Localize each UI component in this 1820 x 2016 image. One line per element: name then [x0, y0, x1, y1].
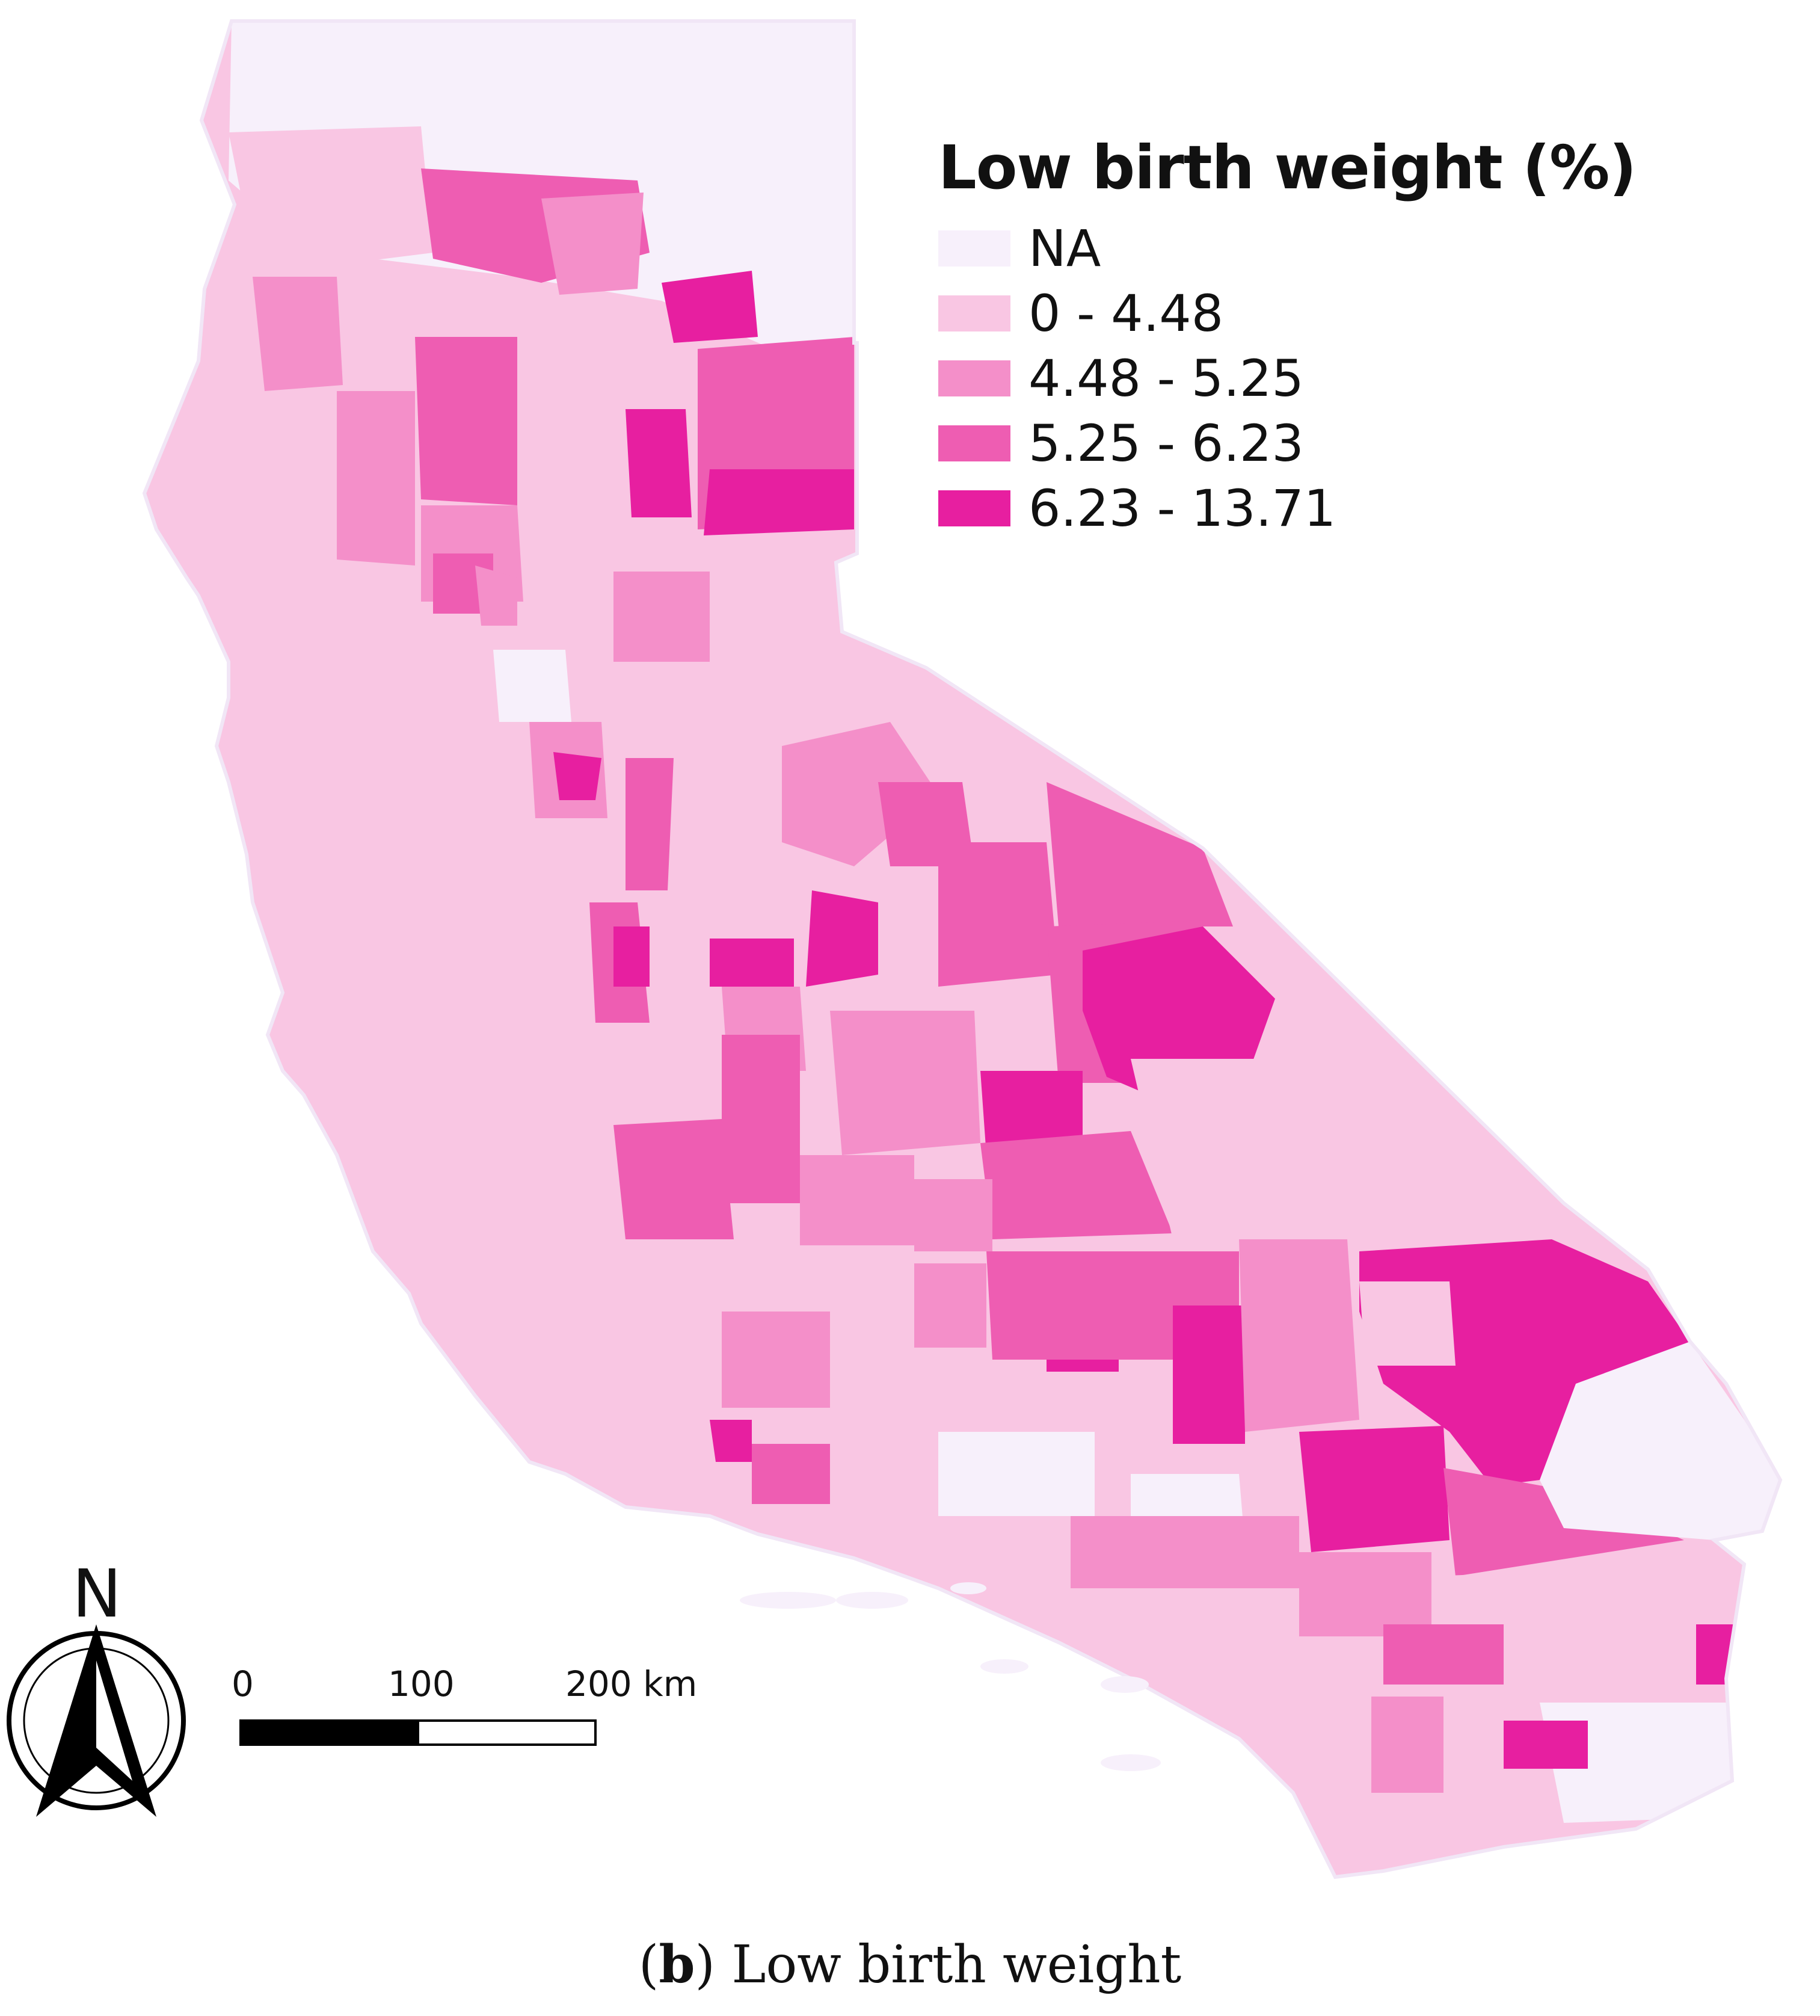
legend-item-class-4: 6.23 - 13.71	[938, 476, 1636, 541]
legend-swatch	[938, 360, 1010, 396]
legend-label: 5.25 - 6.23	[1028, 414, 1304, 473]
scale-label-0: 0	[232, 1663, 254, 1704]
caption-text: Low birth weight	[715, 1935, 1182, 1995]
scale-bar	[239, 1719, 597, 1746]
legend-swatch	[938, 425, 1010, 461]
legend-swatch	[938, 295, 1010, 331]
caption-panel-letter: b	[659, 1934, 695, 1995]
legend-swatch	[938, 490, 1010, 526]
caption-open-paren: (	[638, 1935, 659, 1995]
legend-label: NA	[1028, 219, 1101, 278]
legend-item-na: NA	[938, 216, 1636, 281]
legend-label: 4.48 - 5.25	[1028, 349, 1304, 408]
north-label: N	[72, 1555, 122, 1632]
legend: Low birth weight (%) NA 0 - 4.48 4.48 - …	[938, 132, 1637, 541]
channel-islands	[740, 1582, 1161, 1771]
legend-title: Low birth weight (%)	[938, 132, 1637, 203]
north-arrow-icon	[7, 1624, 186, 1817]
caption-close-paren: )	[695, 1935, 716, 1995]
scale-label-200: 200 km	[565, 1663, 698, 1704]
legend-label: 0 - 4.48	[1028, 284, 1224, 343]
legend-item-class-1: 0 - 4.48	[938, 281, 1636, 346]
legend-item-class-3: 5.25 - 6.23	[938, 411, 1636, 476]
legend-label: 6.23 - 13.71	[1028, 479, 1336, 538]
figure-caption: (b) Low birth weight	[0, 1934, 1820, 1995]
legend-swatch	[938, 230, 1010, 267]
scale-label-100: 100	[388, 1663, 455, 1704]
legend-item-class-2: 4.48 - 5.25	[938, 346, 1636, 411]
